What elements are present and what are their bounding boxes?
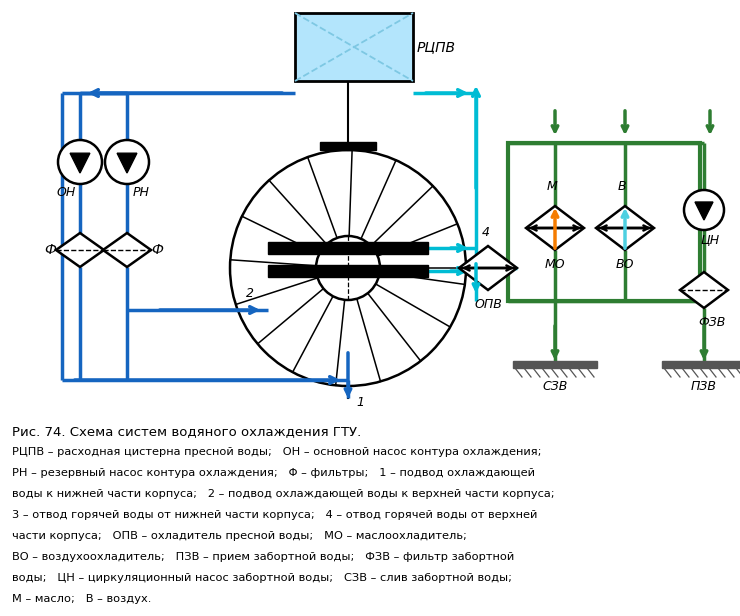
Polygon shape: [680, 272, 728, 308]
Polygon shape: [459, 246, 517, 290]
Polygon shape: [56, 233, 104, 267]
Text: СЗВ: СЗВ: [542, 379, 568, 392]
Text: 1: 1: [356, 396, 364, 409]
Text: 2: 2: [246, 287, 254, 300]
Polygon shape: [70, 153, 90, 173]
Bar: [662, 361, 740, 368]
Bar: [508, 143, 700, 301]
Text: ВО – воздухоохладитель;   ПЗВ – прием забортной воды;   ФЗВ – фильтр забортной: ВО – воздухоохладитель; ПЗВ – прием забо…: [12, 552, 514, 562]
Bar: [513, 361, 597, 368]
Text: РН: РН: [132, 187, 149, 200]
Text: ПЗВ: ПЗВ: [691, 379, 717, 392]
Text: Ф: Ф: [151, 243, 163, 257]
Text: части корпуса;   ОПВ – охладитель пресной воды;   МО – маслоохладитель;: части корпуса; ОПВ – охладитель пресной …: [12, 531, 467, 541]
Text: Рис. 74. Схема систем водяного охлаждения ГТУ.: Рис. 74. Схема систем водяного охлаждени…: [12, 425, 361, 438]
Text: РЦПВ – расходная цистерна пресной воды;   ОН – основной насос контура охлаждения: РЦПВ – расходная цистерна пресной воды; …: [12, 447, 542, 457]
Polygon shape: [526, 206, 584, 250]
Bar: [268, 242, 428, 254]
Polygon shape: [103, 233, 151, 267]
Text: 3 – отвод горячей воды от нижней части корпуса;   4 – отвод горячей воды от верх: 3 – отвод горячей воды от нижней части к…: [12, 510, 537, 520]
Text: Ф: Ф: [44, 243, 56, 257]
Bar: [268, 265, 428, 277]
Circle shape: [316, 236, 380, 300]
Text: ВО: ВО: [616, 257, 634, 270]
Circle shape: [105, 140, 149, 184]
Text: М: М: [547, 179, 557, 192]
Text: 4: 4: [482, 226, 490, 239]
Text: В: В: [618, 179, 626, 192]
Text: 3: 3: [482, 269, 490, 282]
Text: ОПВ: ОПВ: [474, 298, 502, 310]
Polygon shape: [117, 153, 137, 173]
Circle shape: [684, 190, 724, 230]
Text: ЦН: ЦН: [701, 233, 719, 246]
Polygon shape: [695, 202, 713, 220]
Text: М – масло;   В – воздух.: М – масло; В – воздух.: [12, 594, 152, 604]
Bar: [320, 142, 376, 150]
Polygon shape: [596, 206, 654, 250]
Bar: [295, 13, 413, 81]
Text: воды;   ЦН – циркуляционный насос забортной воды;   СЗВ – слив забортной воды;: воды; ЦН – циркуляционный насос забортно…: [12, 573, 512, 583]
Text: ОН: ОН: [56, 187, 75, 200]
Text: МО: МО: [545, 257, 565, 270]
Text: воды к нижней части корпуса;   2 – подвод охлаждающей воды к верхней части корпу: воды к нижней части корпуса; 2 – подвод …: [12, 489, 554, 499]
Text: РН – резервный насос контура охлаждения;   Φ – фильтры;   1 – подвод охлаждающей: РН – резервный насос контура охлаждения;…: [12, 468, 535, 478]
Circle shape: [230, 150, 466, 386]
Text: ФЗВ: ФЗВ: [699, 315, 726, 328]
Text: РЦПВ: РЦПВ: [417, 40, 456, 54]
Circle shape: [58, 140, 102, 184]
